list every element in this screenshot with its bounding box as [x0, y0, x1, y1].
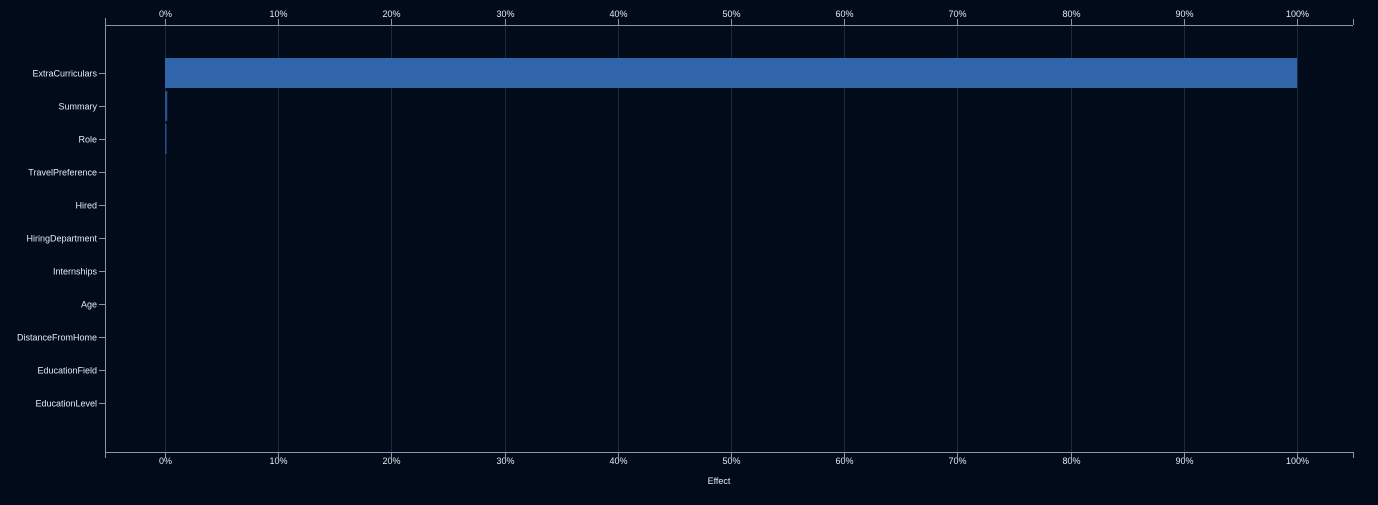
x-tick-label-bottom: 100% — [1286, 456, 1309, 466]
y-tick-label: Role — [78, 135, 97, 145]
x-axis-title: Effect — [708, 476, 731, 486]
y-tick-label: Hired — [75, 201, 97, 211]
y-tick-label: EducationField — [37, 366, 97, 376]
x-tick-label-bottom: 40% — [609, 456, 627, 466]
x-tick-label-top: 90% — [1175, 9, 1193, 19]
y-tick-label: HiringDepartment — [26, 234, 97, 244]
bar — [165, 58, 1297, 88]
x-tick-label-top: 40% — [609, 9, 627, 19]
y-tick-label: Age — [81, 300, 97, 310]
x-tick-label-bottom: 60% — [835, 456, 853, 466]
x-tick-label-top: 0% — [159, 9, 172, 19]
x-tick-label-bottom: 10% — [269, 456, 287, 466]
x-tick-label-top: 30% — [496, 9, 514, 19]
bars — [165, 58, 1297, 154]
gridlines — [165, 25, 1298, 452]
x-tick-label-top: 10% — [269, 9, 287, 19]
x-tick-label-top: 100% — [1286, 9, 1309, 19]
x-tick-label-bottom: 50% — [722, 456, 740, 466]
y-tick-label: Internships — [53, 267, 98, 277]
x-tick-label-bottom: 90% — [1175, 456, 1193, 466]
axes: 0% 0% 10% 10% 20% 20% 30% 30% 40% 40% 50% 50% 60% 60%… — [17, 9, 1354, 466]
x-tick-label-bottom: 30% — [496, 456, 514, 466]
bar — [165, 91, 168, 121]
y-tick-label: EducationLevel — [35, 399, 97, 409]
x-tick-label-top: 80% — [1062, 9, 1080, 19]
bar — [165, 124, 167, 154]
y-tick-label: DistanceFromHome — [17, 333, 97, 343]
x-tick-label-bottom: 20% — [382, 456, 400, 466]
x-tick-label-bottom: 70% — [948, 456, 966, 466]
y-tick-label: Summary — [58, 102, 97, 112]
x-tick-label-top: 60% — [835, 9, 853, 19]
x-tick-label-top: 20% — [382, 9, 400, 19]
x-tick-label-bottom: 0% — [159, 456, 172, 466]
y-tick-label: TravelPreference — [28, 168, 97, 178]
y-tick-label: ExtraCurriculars — [32, 69, 97, 79]
x-tick-label-top: 70% — [948, 9, 966, 19]
x-tick-label-top: 50% — [722, 9, 740, 19]
x-tick-label-bottom: 80% — [1062, 456, 1080, 466]
